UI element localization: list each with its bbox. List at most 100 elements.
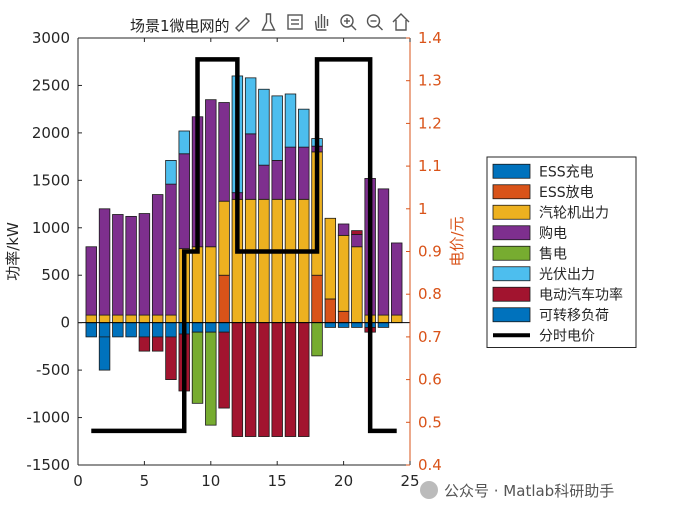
datatip-icon[interactable] [287,14,303,30]
bar-segment [258,198,270,324]
bar-segment [125,314,137,324]
legend-swatch [492,245,531,261]
legend-label: 可转移负荷 [539,308,609,324]
bar-segment [271,160,283,200]
bar-segment [324,298,337,324]
bar-segment [85,314,97,324]
bar-segment [284,93,297,148]
bar-segment [324,322,337,328]
bar-segment [271,322,283,437]
price-line [91,57,397,434]
bar-segment [284,146,297,200]
bar-segment [324,217,337,300]
brush-icon[interactable] [261,13,276,31]
legend-label: 汽轮机出力 [539,205,609,221]
legend-swatch [492,307,531,323]
edit-icon[interactable] [235,17,250,32]
legend-swatch [492,163,531,179]
bar-segment [205,99,217,248]
bar-segment [205,322,217,333]
legend-label: 售电 [539,246,567,262]
x-tick-label: 0 [73,472,83,490]
y2-tick-label: 1.4 [418,29,442,47]
legend-label: ESS充电 [539,164,594,180]
bar-segment [138,314,151,324]
zoom-in-icon[interactable] [340,14,357,31]
bar-segment [112,322,124,338]
legend-swatch [492,286,531,302]
bar-segment [85,246,97,316]
y-tick-label: -1500 [26,456,70,474]
bar-segment [218,331,230,409]
bar-segment [98,314,111,324]
legend-label: ESS放电 [539,185,594,201]
magnifier-lens [366,14,381,28]
pan-icon[interactable] [314,14,329,31]
bar-segment [351,322,363,328]
bar-segment [298,146,310,200]
y-tick-label: -500 [36,361,70,379]
home-icon-shape [392,13,410,31]
bar-segment [298,322,310,437]
bar-segment [377,314,390,324]
bar-segment [337,322,350,328]
bar-segment [165,314,177,324]
bar-segment [98,336,111,371]
x-tick-label: 25 [400,472,419,490]
bar-segment [165,322,177,338]
chart-title: 场景1微电网的 [130,17,230,35]
zoom-out-icon[interactable] [366,14,383,31]
bar-segment [112,314,124,324]
bar-segment [311,274,323,324]
y-tick-label: -1000 [26,409,70,427]
bar-segment [258,322,270,437]
bar-segment [138,213,151,316]
x-tick-label: 10 [201,472,220,490]
bar-segment [258,88,270,166]
legend-swatch [492,204,531,220]
bar-segment [151,314,164,324]
bar-segment [391,314,403,324]
bar-segment [271,95,283,161]
y-tick-label: 2500 [32,76,70,94]
x-tick-label: 20 [334,472,353,490]
bar-segment [125,215,137,316]
y-tick-label: 1500 [32,171,70,189]
bar-segment [191,331,204,404]
bar-segment [391,242,403,316]
magnifier-handle [377,24,383,31]
bar-segment [298,198,310,324]
legend-label: 购电 [539,226,567,242]
bar-segment [138,336,151,352]
watermark-text: 公众号 · Matlab科研助手 [444,482,615,500]
bar-segment [165,336,177,380]
figure-toolbar[interactable] [230,10,420,34]
bar-segment [337,223,350,236]
axes: 0 5 10 15 20 25 -1500 -1000 -500 0 500 1000 1500 2000… [4,29,466,490]
watermark: 公众号 · Matlab科研助手 [420,480,614,501]
bar-segment [191,246,204,324]
bar-segment [151,322,164,338]
legend-label: 分时电价 [539,328,595,344]
datatip-icon-box [287,14,303,30]
legend-swatch [492,225,531,241]
y2-tick-label: 1.3 [418,72,442,90]
bar-segment [178,153,190,250]
bar-segment [85,322,97,338]
brush-icon-shape [261,13,276,31]
y2-tick-label: 0.5 [418,413,442,431]
legend-label: 电动汽车功率 [539,286,623,303]
pan-icon-shape [314,14,329,31]
home-icon[interactable] [392,13,410,31]
bar-segment [337,310,350,324]
bar-segment [377,188,390,316]
edit-icon-shape [235,17,250,32]
wechat-icon [420,481,438,499]
bar-segment [258,164,270,200]
y-tick-label: 1000 [32,219,70,237]
y2-tick-label: 0.4 [418,456,442,474]
magnifier-handle [350,24,357,31]
price-line-group [91,57,397,434]
x-tick-label: 5 [140,472,150,490]
